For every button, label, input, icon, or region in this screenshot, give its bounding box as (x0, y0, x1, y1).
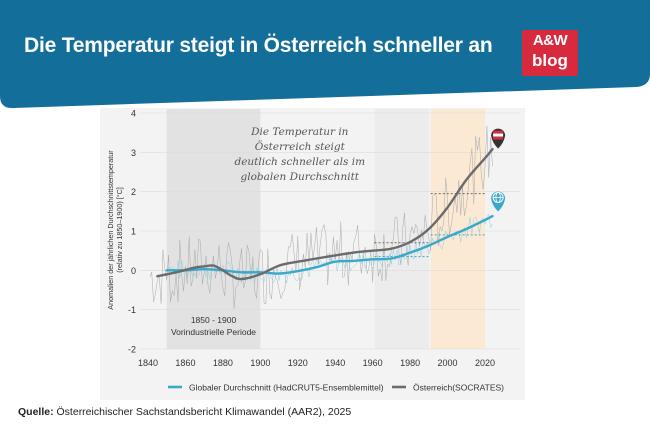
flag-stripe-middle (493, 133, 504, 137)
y-axis-unit: (relativ zu 1850–1900) [°C] (115, 187, 124, 273)
source-label: Quelle: (18, 406, 54, 418)
page-title: Die Temperatur steigt in Österreich schn… (24, 34, 493, 57)
legend-label-global: Globaler Durchschnitt (HadCRUT5-Ensemble… (189, 383, 384, 393)
y-tick-label: 4 (131, 109, 136, 119)
x-tick-label: 1920 (288, 358, 308, 368)
header-banner (0, 0, 650, 109)
logo-text-bottom: blog (532, 51, 568, 70)
x-tick-label: 1980 (400, 358, 420, 368)
annotation-line: globalen Durchschnitt (241, 171, 360, 183)
annotation-line: Österreich steigt (255, 139, 346, 153)
y-axis-label: Anomalien der jährlichen Durchschnittste… (106, 150, 115, 310)
x-tick-label: 2020 (475, 358, 495, 368)
x-tick-label: 1840 (138, 358, 158, 368)
x-tick-label: 1960 (363, 358, 383, 368)
pin-body (491, 191, 506, 212)
y-tick-label: -2 (128, 345, 136, 355)
legend-label-austria: Österreich(SOCRATES) (413, 383, 504, 393)
global-annual-noise (166, 213, 493, 284)
y-tick-label: -1 (128, 305, 136, 315)
annotation-line: Die Temperatur in (250, 126, 349, 138)
source-text: Österreichischer Sachstandsbericht Klima… (56, 406, 352, 418)
source-line: Quelle: Österreichischer Sachstandsberic… (18, 406, 351, 418)
x-tick-label: 1880 (213, 358, 233, 368)
y-tick-label: 0 (131, 266, 136, 276)
austria-flag-icon (491, 128, 506, 149)
preindustrial-label-years: 1850 - 1900 (191, 315, 237, 325)
y-tick-label: 2 (131, 187, 136, 197)
x-tick-label: 1860 (175, 358, 195, 368)
flag-stripe-bottom (493, 136, 504, 140)
brand-logo[interactable]: A&W blog (522, 30, 578, 76)
x-tick-label: 1900 (250, 358, 270, 368)
logo-text-top: A&W (532, 32, 568, 49)
preindustrial-label-text: Vorindustrielle Periode (171, 327, 256, 337)
shaded-period-reference-1961-1990 (374, 109, 429, 349)
y-tick-label: 1 (131, 227, 136, 237)
x-tick-label: 1940 (325, 358, 345, 368)
flag-stripe-top (493, 130, 504, 134)
x-tick-label: 2000 (438, 358, 458, 368)
y-tick-label: 3 (131, 148, 136, 158)
globe-icon (491, 191, 506, 212)
annotation-line: deutlich schneller als im (234, 156, 365, 168)
shaded-period-preindustrial (166, 109, 261, 349)
series-line-austria (156, 148, 494, 281)
